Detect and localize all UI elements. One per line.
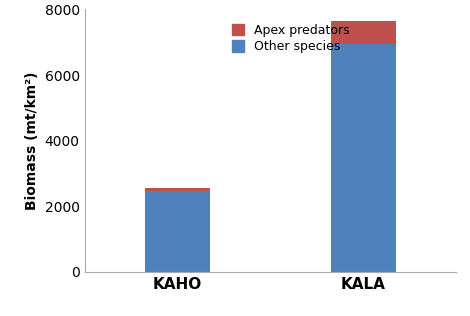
Bar <box>145 191 210 272</box>
Bar <box>330 21 396 44</box>
Bar <box>145 188 210 191</box>
Y-axis label: Biomass (mt/km²): Biomass (mt/km²) <box>25 71 39 210</box>
Legend: Apex predators, Other species: Apex predators, Other species <box>232 24 350 53</box>
Bar <box>330 44 396 272</box>
